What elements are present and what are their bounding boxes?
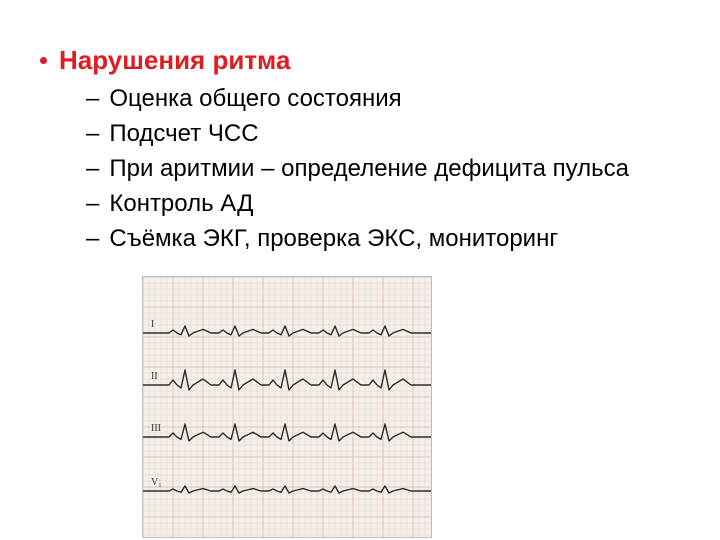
ecg-lead-label: V₁: [151, 477, 162, 488]
dash-icon: –: [86, 188, 99, 219]
sub-bullet-text: При аритмии – определение дефицита пульс…: [109, 153, 629, 184]
dash-icon: –: [86, 153, 99, 184]
title-text: Нарушения ритма: [59, 44, 290, 77]
sub-bullet: –Контроль АД: [86, 188, 680, 219]
sub-bullet-text: Контроль АД: [109, 188, 253, 219]
sub-bullet-text: Оценка общего состояния: [109, 83, 401, 114]
slide: Нарушения ритма –Оценка общего состояния…: [0, 0, 720, 540]
ecg-lead-trace: [143, 424, 432, 441]
dash-icon: –: [86, 118, 99, 149]
sub-bullet-text: Подсчет ЧСС: [109, 118, 258, 149]
sub-bullet: –Съёмка ЭКГ, проверка ЭКС, мониторинг: [86, 223, 680, 254]
title-dot-icon: [40, 57, 47, 64]
sub-bullet: –При аритмии – определение дефицита пуль…: [86, 153, 680, 184]
sub-bullet-text: Съёмка ЭКГ, проверка ЭКС, мониторинг: [109, 223, 558, 254]
ecg-lead-label: I: [151, 319, 154, 330]
dash-icon: –: [86, 223, 99, 254]
sub-bullet: –Подсчет ЧСС: [86, 118, 680, 149]
ecg-lead-label: III: [151, 423, 161, 434]
dash-icon: –: [86, 83, 99, 114]
ecg-chart-image: IIIIIIV₁: [142, 276, 432, 538]
ecg-lead-label: II: [151, 371, 158, 382]
sub-bullet-list: –Оценка общего состояния–Подсчет ЧСС–При…: [86, 83, 680, 255]
sub-bullet: –Оценка общего состояния: [86, 83, 680, 114]
title-bullet: Нарушения ритма: [40, 44, 680, 77]
